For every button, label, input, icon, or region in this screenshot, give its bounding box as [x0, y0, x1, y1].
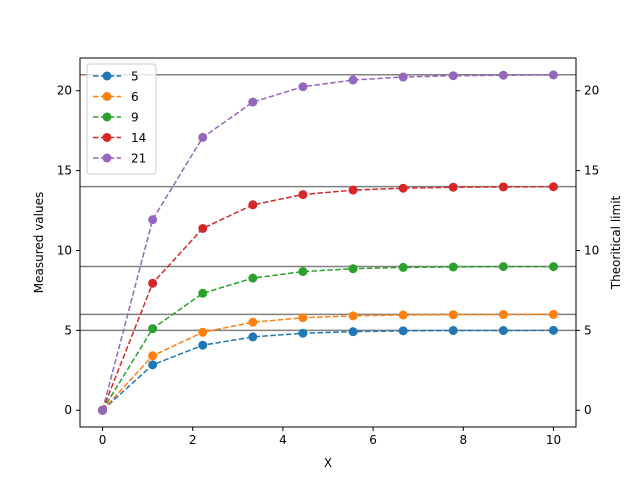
- data-point-21-9: [548, 70, 558, 80]
- y-axis-label: Measured values: [32, 192, 46, 293]
- legend-label-6: 6: [131, 90, 139, 104]
- data-point-6-8: [498, 310, 508, 320]
- data-point-5-4: [298, 328, 308, 338]
- y2-tick-label-15: 15: [584, 164, 599, 178]
- data-point-5-9: [548, 325, 558, 335]
- data-point-14-8: [498, 182, 508, 192]
- data-point-9-1: [148, 324, 158, 334]
- data-point-21-6: [398, 72, 408, 82]
- data-point-21-8: [498, 70, 508, 80]
- x-tick-label-10: 10: [546, 433, 561, 447]
- legend-marker-5: [102, 71, 112, 81]
- legend-label-9: 9: [131, 111, 139, 125]
- legend-box: [86, 63, 157, 175]
- data-point-6-9: [548, 309, 558, 319]
- series-line-14: [101, 186, 554, 411]
- x-axis-label: X: [324, 456, 332, 470]
- data-point-9-3: [248, 273, 258, 283]
- data-point-21-2: [198, 132, 208, 142]
- data-point-21-5: [348, 75, 358, 85]
- legend-marker-9: [102, 112, 112, 122]
- y2-tick-label-0: 0: [584, 403, 592, 417]
- x-tick-label-4: 4: [279, 433, 287, 447]
- data-point-9-2: [198, 288, 208, 298]
- y-tick-label-0: 0: [64, 403, 72, 417]
- data-point-6-3: [248, 317, 258, 327]
- plot-content: [80, 70, 576, 415]
- data-point-5-3: [248, 332, 258, 342]
- y-tick-label-5: 5: [64, 323, 72, 337]
- legend-label-14: 14: [131, 131, 146, 145]
- data-point-21-7: [448, 71, 458, 81]
- data-point-9-6: [398, 262, 408, 272]
- x-tick-label-8: 8: [459, 433, 467, 447]
- series-line-21: [101, 74, 554, 411]
- data-point-6-5: [348, 311, 358, 321]
- data-point-21-1: [148, 215, 158, 225]
- data-point-14-5: [348, 185, 358, 195]
- y-tick-label-10: 10: [57, 243, 72, 257]
- x-tick-label-6: 6: [369, 433, 377, 447]
- y2-tick-label-10: 10: [584, 243, 599, 257]
- data-point-6-7: [448, 310, 458, 320]
- y-tick-label-20: 20: [57, 84, 72, 98]
- data-point-5-8: [498, 326, 508, 336]
- data-point-6-4: [298, 313, 308, 323]
- data-point-5-7: [448, 326, 458, 336]
- y2-tick-label-20: 20: [584, 84, 599, 98]
- legend-marker-6: [102, 92, 112, 101]
- y2-axis-label: Theoritical limit: [609, 195, 623, 290]
- legend-label-21: 21: [131, 152, 146, 166]
- data-point-9-9: [548, 262, 558, 272]
- data-point-14-9: [548, 182, 558, 192]
- data-point-14-3: [248, 200, 258, 210]
- y2-tick-label-5: 5: [584, 323, 592, 337]
- ticks: 0 2 4 6 8 10 0 5 10 15 20 0 5 10 15 20: [57, 84, 600, 447]
- plot-frame: [79, 57, 577, 428]
- legend-label-5: 5: [131, 70, 139, 84]
- data-point-14-6: [398, 183, 408, 193]
- x-tick-label-2: 2: [189, 433, 197, 447]
- data-point-21-4: [298, 82, 308, 92]
- data-point-14-1: [148, 278, 158, 288]
- series-line-9: [101, 265, 554, 411]
- legend-marker-14: [102, 133, 112, 142]
- data-point-14-4: [298, 190, 308, 200]
- data-point-9-5: [348, 264, 358, 274]
- data-point-6-1: [148, 351, 158, 361]
- data-point-14-2: [198, 223, 208, 233]
- legend-marker-21: [102, 153, 112, 163]
- series-line-5: [102, 329, 554, 411]
- data-point-5-2: [198, 340, 208, 350]
- y-tick-label-15: 15: [57, 164, 72, 178]
- data-point-5-5: [348, 327, 358, 337]
- data-point-6-2: [198, 327, 208, 337]
- data-point-9-4: [298, 267, 308, 277]
- data-point-5-6: [398, 326, 408, 336]
- legend: 5 6 9 14 21: [86, 63, 157, 175]
- data-point-21-0: [98, 405, 108, 415]
- data-point-21-3: [248, 97, 258, 107]
- data-point-6-6: [398, 310, 408, 320]
- data-point-5-1: [148, 360, 158, 370]
- data-point-14-7: [448, 182, 458, 192]
- x-tick-label-0: 0: [99, 433, 107, 447]
- series-line-6: [101, 313, 554, 411]
- data-point-9-8: [498, 262, 508, 272]
- data-point-9-7: [448, 262, 458, 272]
